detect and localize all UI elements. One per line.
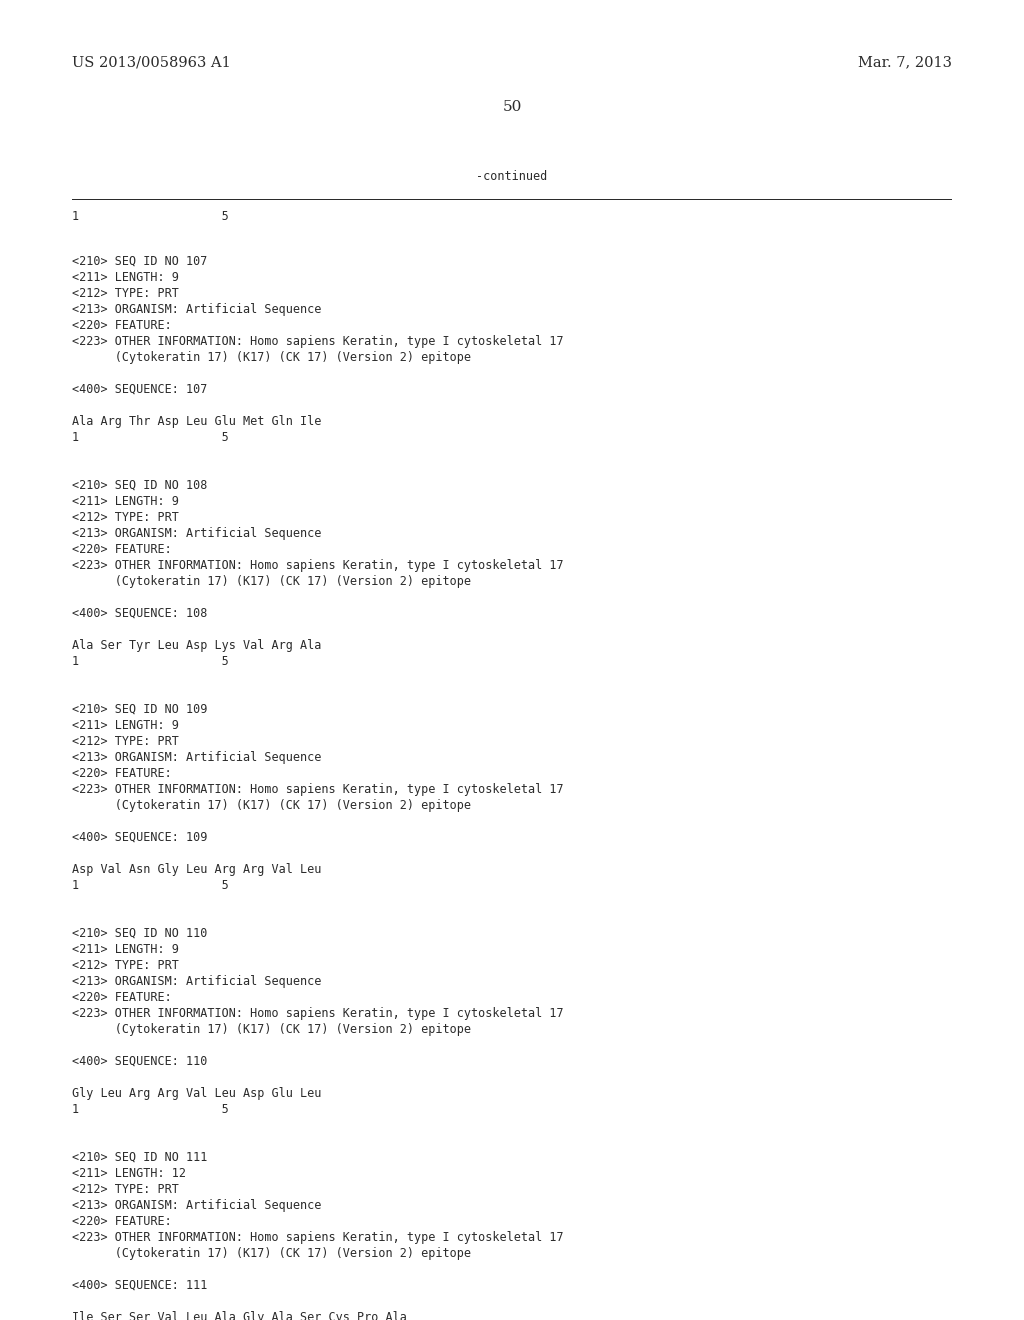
Text: <210> SEQ ID NO 111: <210> SEQ ID NO 111 <box>72 1151 208 1164</box>
Text: <211> LENGTH: 9: <211> LENGTH: 9 <box>72 271 179 284</box>
Text: <223> OTHER INFORMATION: Homo sapiens Keratin, type I cytoskeletal 17: <223> OTHER INFORMATION: Homo sapiens Ke… <box>72 558 563 572</box>
Text: <212> TYPE: PRT: <212> TYPE: PRT <box>72 735 179 748</box>
Text: (Cytokeratin 17) (K17) (CK 17) (Version 2) epitope: (Cytokeratin 17) (K17) (CK 17) (Version … <box>72 576 471 587</box>
Text: <212> TYPE: PRT: <212> TYPE: PRT <box>72 511 179 524</box>
Text: <210> SEQ ID NO 109: <210> SEQ ID NO 109 <box>72 704 208 715</box>
Text: -continued: -continued <box>476 170 548 183</box>
Text: <210> SEQ ID NO 110: <210> SEQ ID NO 110 <box>72 927 208 940</box>
Text: <223> OTHER INFORMATION: Homo sapiens Keratin, type I cytoskeletal 17: <223> OTHER INFORMATION: Homo sapiens Ke… <box>72 1007 563 1020</box>
Text: (Cytokeratin 17) (K17) (CK 17) (Version 2) epitope: (Cytokeratin 17) (K17) (CK 17) (Version … <box>72 1023 471 1036</box>
Text: <213> ORGANISM: Artificial Sequence: <213> ORGANISM: Artificial Sequence <box>72 1199 322 1212</box>
Text: <213> ORGANISM: Artificial Sequence: <213> ORGANISM: Artificial Sequence <box>72 751 322 764</box>
Text: <223> OTHER INFORMATION: Homo sapiens Keratin, type I cytoskeletal 17: <223> OTHER INFORMATION: Homo sapiens Ke… <box>72 335 563 348</box>
Text: <210> SEQ ID NO 108: <210> SEQ ID NO 108 <box>72 479 208 492</box>
Text: <211> LENGTH: 9: <211> LENGTH: 9 <box>72 942 179 956</box>
Text: <400> SEQUENCE: 109: <400> SEQUENCE: 109 <box>72 832 208 843</box>
Text: <220> FEATURE:: <220> FEATURE: <box>72 543 172 556</box>
Text: Ala Ser Tyr Leu Asp Lys Val Arg Ala: Ala Ser Tyr Leu Asp Lys Val Arg Ala <box>72 639 322 652</box>
Text: <212> TYPE: PRT: <212> TYPE: PRT <box>72 960 179 972</box>
Text: <212> TYPE: PRT: <212> TYPE: PRT <box>72 1183 179 1196</box>
Text: Ala Arg Thr Asp Leu Glu Met Gln Ile: Ala Arg Thr Asp Leu Glu Met Gln Ile <box>72 414 322 428</box>
Text: 1                    5: 1 5 <box>72 879 228 892</box>
Text: <400> SEQUENCE: 111: <400> SEQUENCE: 111 <box>72 1279 208 1292</box>
Text: US 2013/0058963 A1: US 2013/0058963 A1 <box>72 55 230 69</box>
Text: <220> FEATURE:: <220> FEATURE: <box>72 1214 172 1228</box>
Text: <220> FEATURE:: <220> FEATURE: <box>72 991 172 1005</box>
Text: Ile Ser Ser Val Leu Ala Gly Ala Ser Cys Pro Ala: Ile Ser Ser Val Leu Ala Gly Ala Ser Cys … <box>72 1311 407 1320</box>
Text: <213> ORGANISM: Artificial Sequence: <213> ORGANISM: Artificial Sequence <box>72 304 322 315</box>
Text: <213> ORGANISM: Artificial Sequence: <213> ORGANISM: Artificial Sequence <box>72 975 322 987</box>
Text: 1                    5: 1 5 <box>72 655 228 668</box>
Text: <223> OTHER INFORMATION: Homo sapiens Keratin, type I cytoskeletal 17: <223> OTHER INFORMATION: Homo sapiens Ke… <box>72 783 563 796</box>
Text: <220> FEATURE:: <220> FEATURE: <box>72 319 172 333</box>
Text: Asp Val Asn Gly Leu Arg Arg Val Leu: Asp Val Asn Gly Leu Arg Arg Val Leu <box>72 863 322 876</box>
Text: <220> FEATURE:: <220> FEATURE: <box>72 767 172 780</box>
Text: 1                    5: 1 5 <box>72 432 228 444</box>
Text: (Cytokeratin 17) (K17) (CK 17) (Version 2) epitope: (Cytokeratin 17) (K17) (CK 17) (Version … <box>72 799 471 812</box>
Text: <400> SEQUENCE: 110: <400> SEQUENCE: 110 <box>72 1055 208 1068</box>
Text: <210> SEQ ID NO 107: <210> SEQ ID NO 107 <box>72 255 208 268</box>
Text: <400> SEQUENCE: 107: <400> SEQUENCE: 107 <box>72 383 208 396</box>
Text: (Cytokeratin 17) (K17) (CK 17) (Version 2) epitope: (Cytokeratin 17) (K17) (CK 17) (Version … <box>72 351 471 364</box>
Text: <213> ORGANISM: Artificial Sequence: <213> ORGANISM: Artificial Sequence <box>72 527 322 540</box>
Text: 1                    5: 1 5 <box>72 210 228 223</box>
Text: 50: 50 <box>503 100 521 114</box>
Text: <211> LENGTH: 9: <211> LENGTH: 9 <box>72 495 179 508</box>
Text: <211> LENGTH: 12: <211> LENGTH: 12 <box>72 1167 186 1180</box>
Text: <223> OTHER INFORMATION: Homo sapiens Keratin, type I cytoskeletal 17: <223> OTHER INFORMATION: Homo sapiens Ke… <box>72 1232 563 1243</box>
Text: <400> SEQUENCE: 108: <400> SEQUENCE: 108 <box>72 607 208 620</box>
Text: Gly Leu Arg Arg Val Leu Asp Glu Leu: Gly Leu Arg Arg Val Leu Asp Glu Leu <box>72 1086 322 1100</box>
Text: <211> LENGTH: 9: <211> LENGTH: 9 <box>72 719 179 733</box>
Text: 1                    5: 1 5 <box>72 1104 228 1115</box>
Text: <212> TYPE: PRT: <212> TYPE: PRT <box>72 286 179 300</box>
Text: Mar. 7, 2013: Mar. 7, 2013 <box>858 55 952 69</box>
Text: (Cytokeratin 17) (K17) (CK 17) (Version 2) epitope: (Cytokeratin 17) (K17) (CK 17) (Version … <box>72 1247 471 1261</box>
